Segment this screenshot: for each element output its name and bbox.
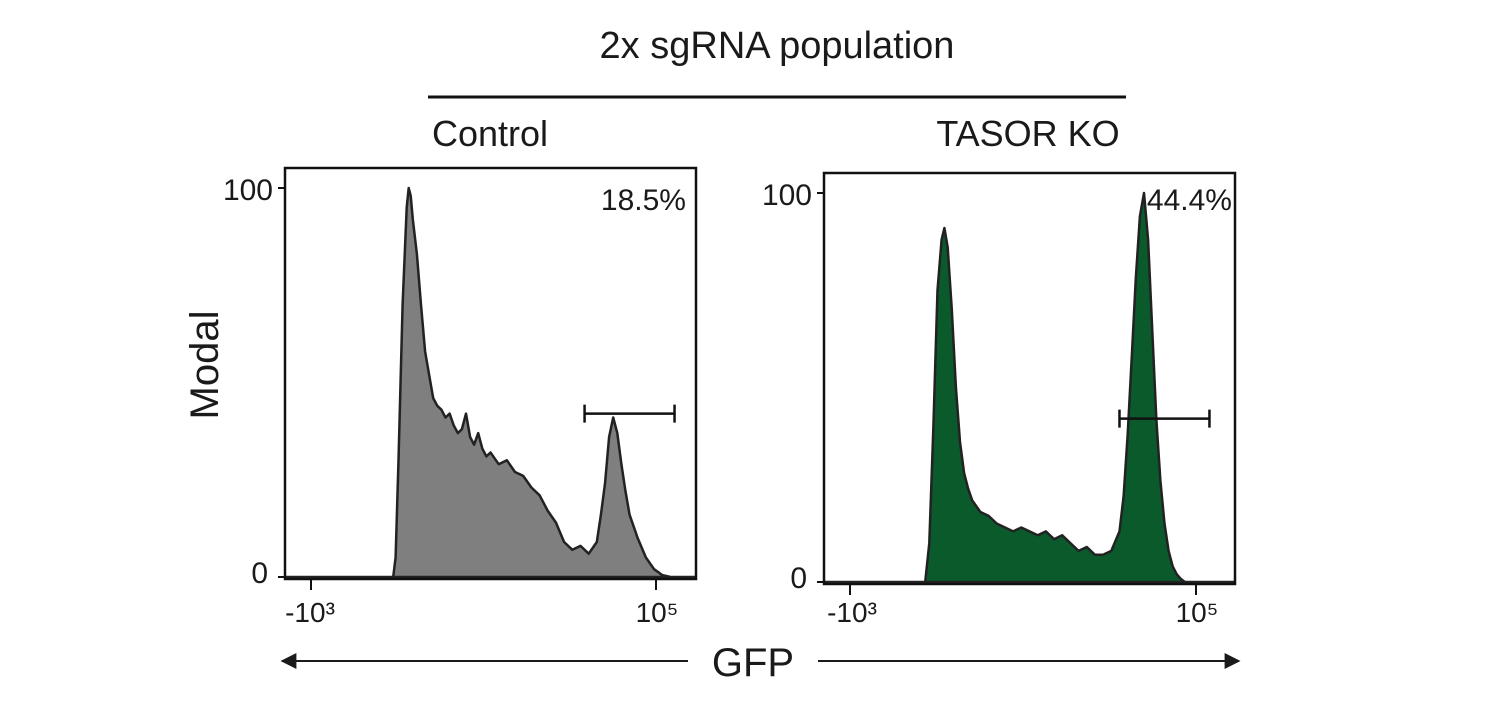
panel-label: TASOR KO [936,113,1119,154]
x-tick-label-5: 10⁵ [1176,597,1219,628]
plot-frame [283,166,698,581]
histogram-area [284,186,697,579]
x-axis-label: GFP [712,641,794,685]
figure-title: 2x sgRNA population [600,25,955,67]
y-tick-label-0: 0 [790,562,807,595]
gate-percent-label: 18.5% [601,184,686,217]
gate-bracket [1118,409,1211,428]
y-axis-label: Modal [183,311,227,420]
plot-frame [822,171,1237,586]
x-tick-label-5: 10⁵ [636,597,679,628]
x-tick-label-neg3: -10³ [827,597,877,628]
panel-label: Control [432,113,548,154]
y-tick-label-100: 100 [762,179,812,212]
panel-control: Control 100 0 -10³ 10⁵ 18.5% [223,113,698,628]
y-tick-label-0: 0 [251,557,268,590]
x-tick-label-neg3: -10³ [285,597,335,628]
panel-tasor-ko: TASOR KO 100 0 -10³ 10⁵ 44.4% [762,113,1237,628]
y-tick-label-100: 100 [223,174,273,207]
gate-percent-label: 44.4% [1147,184,1232,217]
histogram-area [823,191,1236,584]
gate-bracket [583,404,676,423]
